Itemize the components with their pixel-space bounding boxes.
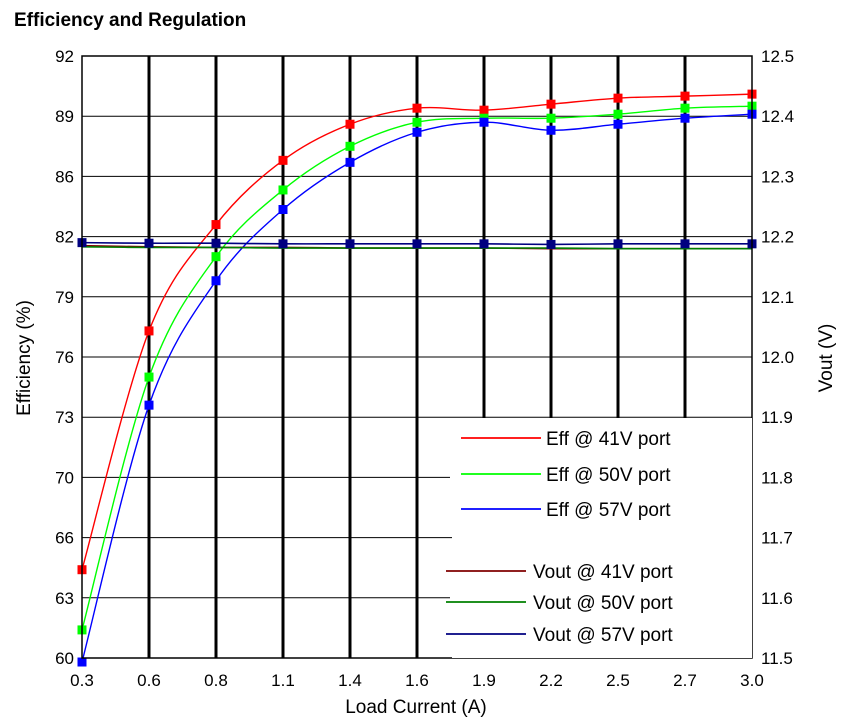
y2-tick-label: 11.7 xyxy=(761,529,793,548)
chart-title: Efficiency and Regulation xyxy=(14,10,246,31)
legend-label-eff-50v-port: Eff @ 50V port xyxy=(546,465,671,486)
x-tick-label: 2.2 xyxy=(539,671,563,690)
data-point-vout-57v-port xyxy=(412,239,422,249)
data-point-vout-57v-port xyxy=(345,239,355,249)
data-point-vout-57v-port xyxy=(613,239,623,249)
y-axis-label: Efficiency (%) xyxy=(14,300,35,416)
legend-row-bg xyxy=(450,423,752,451)
legend-row-bg xyxy=(450,494,752,522)
legend-row-bg xyxy=(450,587,752,615)
data-point-eff-41v-port xyxy=(211,220,221,230)
legend-row-bg xyxy=(450,619,752,647)
y2-tick-label: 11.6 xyxy=(761,589,793,608)
legend-label-vout-50v-port: Vout @ 50V port xyxy=(533,593,673,614)
y2-tick-label: 12.3 xyxy=(761,167,794,186)
data-point-eff-57v-port xyxy=(211,276,221,286)
y2-tick-label: 11.8 xyxy=(761,468,793,487)
data-point-eff-50v-port xyxy=(345,141,355,151)
y-tick-label: 86 xyxy=(55,167,74,186)
y-tick-label: 73 xyxy=(55,408,74,427)
data-point-eff-41v-port xyxy=(144,326,154,336)
data-point-eff-50v-port xyxy=(211,252,221,262)
x-tick-label: 0.3 xyxy=(70,671,94,690)
x-tick-label: 0.6 xyxy=(137,671,161,690)
data-point-eff-57v-port xyxy=(412,127,422,137)
x-tick-label: 2.7 xyxy=(673,671,697,690)
data-point-eff-50v-port xyxy=(144,372,154,382)
data-point-vout-57v-port xyxy=(144,238,154,248)
series-line-eff-41v-port xyxy=(81,93,753,570)
plot-frame xyxy=(81,55,753,659)
legend-label-vout-57v-port: Vout @ 57V port xyxy=(533,625,673,646)
x-tick-label: 3.0 xyxy=(740,671,764,690)
y2-tick-label: 12.2 xyxy=(761,228,794,247)
x-tick-label: 1.1 xyxy=(271,671,295,690)
y-tick-label: 60 xyxy=(55,649,74,668)
y2-tick-label: 12.0 xyxy=(761,348,794,367)
data-point-eff-57v-port xyxy=(546,125,556,135)
data-point-vout-57v-port xyxy=(479,239,489,249)
legend-label-eff-41v-port: Eff @ 41V port xyxy=(546,429,671,450)
y-tick-label: 82 xyxy=(55,228,74,247)
data-point-vout-57v-port xyxy=(546,239,556,249)
data-point-eff-50v-port xyxy=(412,117,422,127)
data-point-vout-57v-port xyxy=(278,239,288,249)
data-point-eff-41v-port xyxy=(479,105,489,115)
y2-tick-label: 11.9 xyxy=(761,408,793,427)
data-point-eff-50v-port xyxy=(546,113,556,123)
x-tick-label: 1.6 xyxy=(405,671,429,690)
data-point-vout-57v-port xyxy=(680,239,690,249)
legend-row-bg xyxy=(450,459,752,487)
y-tick-label: 79 xyxy=(55,288,74,307)
x-tick-label: 0.8 xyxy=(204,671,228,690)
y2-tick-label: 12.1 xyxy=(761,288,794,307)
legend-row-bg xyxy=(450,556,752,584)
y-tick-label: 66 xyxy=(55,529,74,548)
data-point-eff-41v-port xyxy=(546,99,556,109)
legend-background xyxy=(452,418,752,658)
legend-label-eff-57v-port: Eff @ 57V port xyxy=(546,500,671,521)
data-point-eff-41v-port xyxy=(345,119,355,129)
y-tick-label: 76 xyxy=(55,348,74,367)
data-point-vout-57v-port xyxy=(211,238,221,248)
x-tick-label: 1.9 xyxy=(472,671,496,690)
data-point-eff-50v-port xyxy=(680,103,690,113)
x-axis-label: Load Current (A) xyxy=(345,697,487,718)
y2-tick-label: 11.5 xyxy=(761,649,793,668)
data-point-eff-50v-port xyxy=(278,185,288,195)
y-tick-label: 70 xyxy=(55,468,74,487)
data-point-eff-57v-port xyxy=(613,119,623,129)
data-point-eff-57v-port xyxy=(144,400,154,410)
data-point-eff-57v-port xyxy=(479,117,489,127)
data-point-eff-57v-port xyxy=(77,657,87,667)
y-tick-label: 89 xyxy=(55,107,74,126)
data-point-eff-50v-port xyxy=(613,109,623,119)
x-tick-label: 1.4 xyxy=(338,671,362,690)
legend-label-vout-41v-port: Vout @ 41V port xyxy=(533,562,673,583)
y-tick-label: 63 xyxy=(55,589,74,608)
y-tick-label: 92 xyxy=(55,47,74,66)
data-point-eff-41v-port xyxy=(278,155,288,165)
data-point-eff-57v-port xyxy=(345,157,355,167)
data-point-eff-41v-port xyxy=(680,91,690,101)
x-tick-label: 2.5 xyxy=(606,671,630,690)
legend: Eff @ 41V port Eff @ 50V port Eff @ 57V po… xyxy=(446,418,752,658)
data-point-eff-57v-port xyxy=(680,113,690,123)
data-point-eff-41v-port xyxy=(412,103,422,113)
y2-tick-label: 12.4 xyxy=(761,107,794,126)
series-line-eff-50v-port xyxy=(81,105,753,631)
data-point-eff-57v-port xyxy=(278,205,288,215)
data-point-eff-41v-port xyxy=(613,93,623,103)
y2-axis-label: Vout (V) xyxy=(816,324,837,393)
y2-tick-label: 12.5 xyxy=(761,47,794,66)
